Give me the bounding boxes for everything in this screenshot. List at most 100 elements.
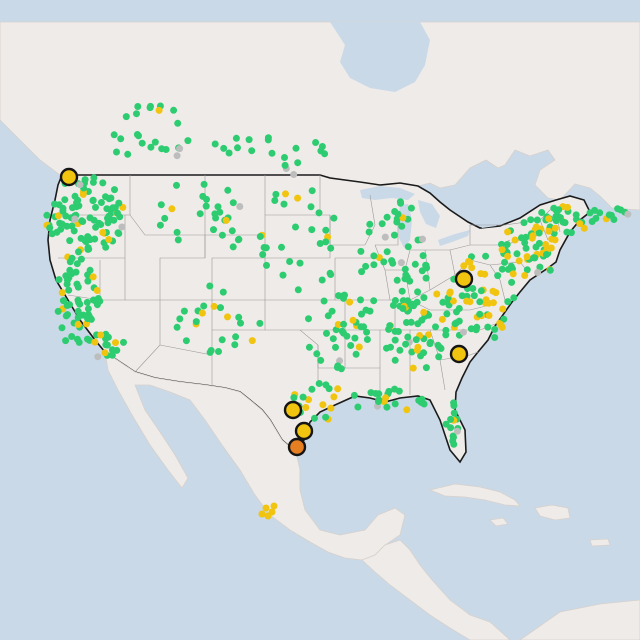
station-marker[interactable] [113, 148, 120, 156]
station-marker[interactable] [407, 204, 415, 212]
station-marker[interactable] [278, 243, 285, 251]
station-marker[interactable] [207, 347, 215, 354]
station-marker[interactable] [363, 336, 371, 343]
station-marker[interactable] [396, 346, 404, 354]
station-marker[interactable] [248, 147, 256, 155]
station-marker[interactable] [256, 233, 264, 240]
station-marker[interactable] [482, 252, 490, 260]
station-marker[interactable] [222, 216, 230, 224]
station-marker[interactable] [393, 276, 401, 284]
station-marker[interactable] [409, 364, 417, 372]
station-marker[interactable] [476, 310, 484, 318]
station-marker[interactable] [173, 152, 181, 160]
station-marker[interactable] [501, 258, 509, 266]
station-marker[interactable] [58, 324, 66, 332]
station-marker[interactable] [491, 325, 499, 333]
station-marker[interactable] [104, 219, 112, 227]
station-marker[interactable] [258, 510, 266, 518]
station-marker[interactable] [398, 287, 406, 295]
station-marker[interactable] [210, 302, 218, 310]
station-marker[interactable] [450, 402, 458, 410]
station-marker[interactable] [449, 297, 457, 305]
station-marker[interactable] [322, 381, 330, 389]
station-marker[interactable] [411, 260, 419, 268]
station-marker[interactable] [237, 319, 244, 327]
station-marker[interactable] [435, 353, 443, 361]
station-marker[interactable] [86, 336, 93, 344]
station-marker[interactable] [365, 228, 373, 236]
station-marker[interactable] [319, 401, 327, 409]
station-marker[interactable] [535, 229, 543, 237]
station-marker[interactable] [522, 244, 530, 252]
station-marker[interactable] [476, 298, 484, 306]
station-marker[interactable] [419, 235, 426, 243]
station-marker[interactable] [234, 144, 241, 152]
station-marker[interactable] [383, 344, 390, 352]
station-marker[interactable] [347, 342, 355, 349]
station-marker[interactable] [592, 214, 600, 222]
station-marker[interactable] [477, 270, 485, 278]
station-marker[interactable] [74, 307, 82, 315]
station-marker[interactable] [513, 250, 521, 258]
station-marker[interactable] [423, 264, 431, 272]
station-marker[interactable] [55, 212, 62, 220]
station-marker[interactable] [564, 203, 571, 211]
station-marker[interactable] [532, 223, 540, 231]
station-marker[interactable] [235, 313, 243, 321]
station-marker[interactable] [89, 196, 97, 204]
station-marker[interactable] [533, 216, 541, 224]
station-marker[interactable] [75, 338, 83, 346]
station-marker[interactable] [108, 351, 116, 359]
highlight-marker-georgia[interactable] [449, 344, 469, 364]
station-marker[interactable] [290, 394, 298, 402]
station-marker[interactable] [161, 214, 169, 222]
station-marker[interactable] [256, 319, 264, 327]
station-marker[interactable] [62, 337, 70, 345]
station-marker[interactable] [538, 209, 546, 216]
station-marker[interactable] [272, 190, 280, 198]
highlight-marker-northwest[interactable] [59, 167, 79, 187]
station-marker[interactable] [211, 140, 219, 148]
station-marker[interactable] [391, 231, 398, 239]
station-marker[interactable] [515, 257, 523, 265]
station-marker[interactable] [591, 206, 599, 214]
station-marker[interactable] [366, 220, 374, 228]
station-marker[interactable] [401, 265, 409, 273]
station-marker[interactable] [133, 110, 140, 118]
station-marker[interactable] [196, 210, 204, 218]
station-marker[interactable] [362, 262, 370, 270]
station-marker[interactable] [264, 512, 272, 520]
station-marker[interactable] [530, 254, 538, 262]
station-marker[interactable] [65, 286, 73, 294]
station-marker[interactable] [383, 248, 391, 256]
station-marker[interactable] [83, 320, 90, 328]
station-marker[interactable] [200, 302, 208, 310]
station-marker[interactable] [422, 274, 430, 282]
station-marker[interactable] [77, 255, 85, 263]
station-marker[interactable] [122, 113, 130, 121]
station-marker[interactable] [174, 119, 182, 127]
station-marker[interactable] [447, 424, 455, 432]
station-marker[interactable] [107, 194, 115, 202]
station-marker[interactable] [74, 321, 82, 328]
station-marker[interactable] [504, 252, 512, 260]
station-marker[interactable] [147, 102, 154, 110]
station-marker[interactable] [346, 298, 354, 306]
station-marker[interactable] [268, 149, 276, 157]
station-marker[interactable] [391, 356, 399, 364]
station-marker[interactable] [68, 254, 76, 262]
station-marker[interactable] [335, 292, 343, 300]
station-marker[interactable] [84, 277, 92, 285]
station-marker[interactable] [78, 217, 86, 225]
station-marker[interactable] [76, 300, 84, 308]
station-marker[interactable] [407, 318, 415, 326]
highlight-marker-texas-south[interactable] [294, 421, 314, 441]
station-marker[interactable] [294, 286, 302, 294]
station-marker[interactable] [521, 239, 529, 247]
station-marker[interactable] [313, 350, 321, 358]
station-marker[interactable] [110, 131, 118, 139]
station-marker[interactable] [438, 315, 446, 323]
station-marker[interactable] [498, 246, 506, 254]
station-marker[interactable] [370, 261, 378, 269]
station-marker[interactable] [450, 409, 458, 417]
